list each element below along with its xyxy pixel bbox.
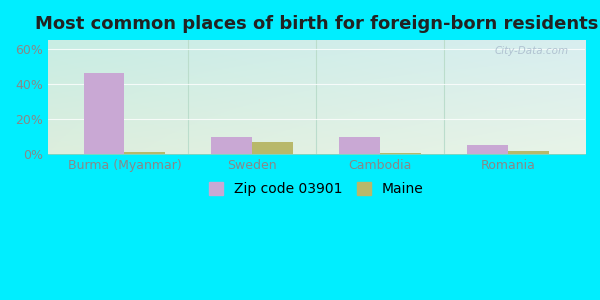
Bar <box>253 142 293 154</box>
Legend: Zip code 03901, Maine: Zip code 03901, Maine <box>204 177 429 202</box>
Title: Most common places of birth for foreign-born residents: Most common places of birth for foreign-… <box>35 15 598 33</box>
Bar <box>467 145 508 154</box>
Bar <box>380 153 421 154</box>
Bar <box>211 136 253 154</box>
Text: City-Data.com: City-Data.com <box>495 46 569 56</box>
Bar <box>124 152 166 154</box>
Bar <box>508 151 549 154</box>
Bar <box>340 136 380 154</box>
Bar <box>83 73 124 154</box>
